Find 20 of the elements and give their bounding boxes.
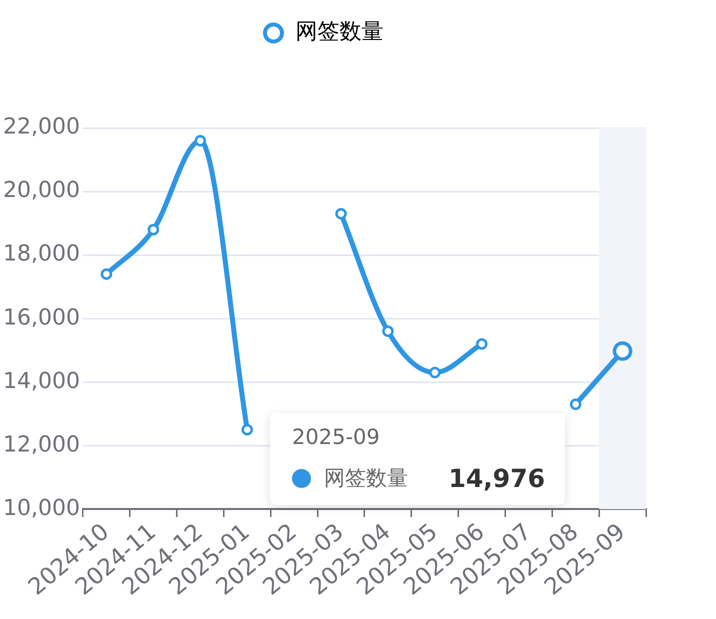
y-tick-label: 10,000 bbox=[2, 496, 80, 521]
y-tick-label: 18,000 bbox=[2, 242, 80, 267]
legend-label: 网签数量 bbox=[296, 20, 384, 45]
y-tick-label: 20,000 bbox=[2, 178, 80, 204]
y-tick-label: 22,000 bbox=[2, 114, 80, 140]
point bbox=[335, 208, 347, 220]
y-tick-label: 14,000 bbox=[2, 368, 80, 394]
annotation: 14,976 bbox=[448, 464, 545, 492]
y-tick-label: 16,000 bbox=[2, 305, 80, 330]
point bbox=[100, 268, 112, 280]
point bbox=[382, 325, 394, 337]
point bbox=[429, 366, 441, 378]
annotation: 网签数量 bbox=[324, 465, 408, 492]
point bbox=[570, 398, 582, 410]
annotation: 2025-09 bbox=[292, 424, 381, 451]
y-tick-label: 12,000 bbox=[2, 432, 80, 458]
point bbox=[241, 424, 253, 436]
point bbox=[476, 338, 488, 350]
point bbox=[148, 224, 160, 236]
point bbox=[194, 134, 206, 146]
